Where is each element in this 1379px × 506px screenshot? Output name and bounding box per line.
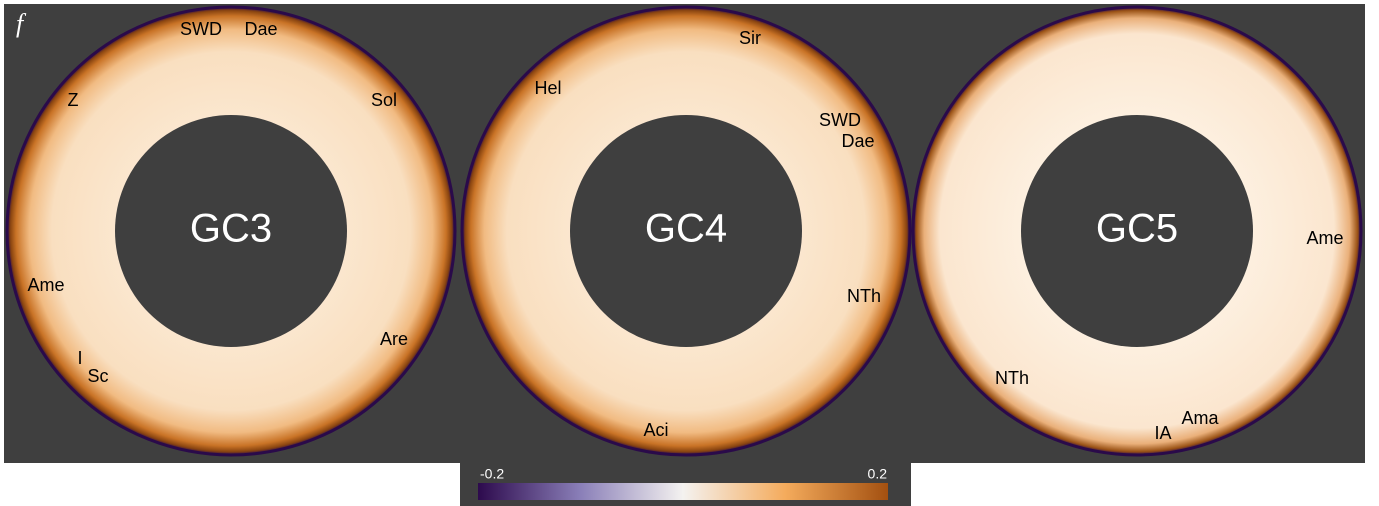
region-label: Hel [534, 78, 561, 98]
inner-disk [570, 115, 802, 347]
panel-name: GC4 [645, 207, 727, 251]
region-label: Ame [27, 275, 64, 295]
region-label: NTh [847, 286, 881, 306]
panel-name: GC3 [190, 207, 272, 251]
region-label: Dae [841, 131, 874, 151]
region-label: Dae [244, 19, 277, 39]
region-label: I [77, 348, 82, 368]
region-label: Aci [643, 420, 668, 440]
colorbar-max: 0.2 [868, 466, 888, 482]
region-label: Are [380, 329, 408, 349]
region-label: Sol [371, 90, 397, 110]
panel-label: f [16, 9, 27, 38]
region-label: SWD [819, 110, 861, 130]
region-label: Z [68, 90, 79, 110]
colorbar [478, 483, 888, 500]
region-label: IA [1154, 423, 1171, 443]
region-label: NTh [995, 368, 1029, 388]
panel-name: GC5 [1096, 207, 1178, 251]
colorbar-min: -0.2 [480, 466, 504, 482]
region-label: Ama [1181, 408, 1219, 428]
region-label: Ame [1306, 228, 1343, 248]
inner-disk [115, 115, 347, 347]
region-label: Sir [739, 28, 761, 48]
region-label: SWD [180, 19, 222, 39]
inner-disk [1021, 115, 1253, 347]
region-label: Sc [87, 366, 108, 386]
